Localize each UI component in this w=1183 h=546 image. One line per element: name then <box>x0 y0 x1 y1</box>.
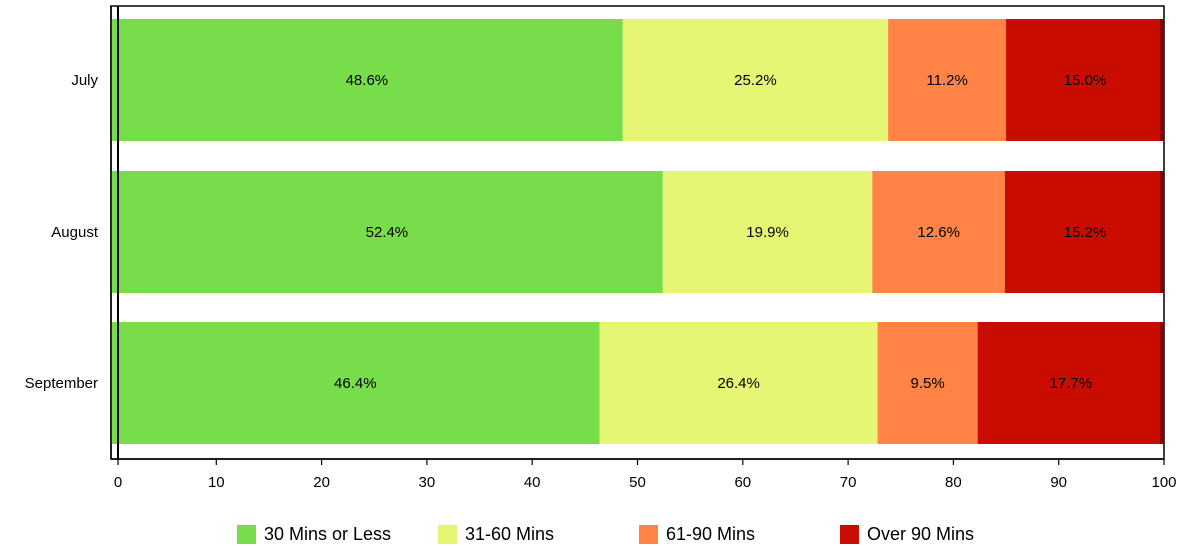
x-tick-label-100: 100 <box>1151 474 1176 491</box>
legend-label: Over 90 Mins <box>867 523 975 544</box>
legend-swatch <box>438 524 457 544</box>
data-label-july-1: 48.6% <box>346 72 389 89</box>
data-label-august-4: 15.2% <box>1064 224 1107 241</box>
x-tick-label-10: 10 <box>208 474 225 491</box>
x-tick-label-80: 80 <box>945 474 962 491</box>
bar-end-edge-september <box>1160 322 1164 444</box>
data-label-september-1: 46.4% <box>334 375 377 392</box>
bar-segment-july-2 <box>622 19 889 141</box>
data-label-july-4: 15.0% <box>1064 72 1107 89</box>
category-label-september: September <box>25 375 98 392</box>
bar-segment-august-2 <box>662 171 873 293</box>
x-tick-label-50: 50 <box>629 474 646 491</box>
bar-segment-july-1 <box>111 19 623 141</box>
legend-swatch <box>639 524 658 544</box>
legend: 30 Mins or Less 31-60 Mins 61-90 Mins Over … <box>0 520 1183 546</box>
x-tick-label-90: 90 <box>1050 474 1067 491</box>
data-label-august-3: 12.6% <box>917 224 960 241</box>
data-label-august-2: 19.9% <box>746 224 789 241</box>
category-label-august: August <box>51 224 99 241</box>
x-tick-label-60: 60 <box>734 474 751 491</box>
bar-segment-september-2 <box>599 322 878 444</box>
legend-label: 30 Mins or Less <box>264 523 392 544</box>
bar-segment-august-3 <box>872 171 1005 293</box>
bar-segment-september-3 <box>877 322 978 444</box>
bar-segment-august-4 <box>1004 171 1164 293</box>
bar-segment-july-3 <box>888 19 1007 141</box>
legend-item-4: Over 90 Mins <box>840 524 974 544</box>
legend-item-3: 61-90 Mins <box>639 524 755 544</box>
x-tick-label-20: 20 <box>313 474 330 491</box>
bar-segment-september-1 <box>111 322 600 444</box>
stacked-bar-chart: 48.6% 25.2% 11.2% 15.0% 52.4% 19.9% 12.6% 15.2%… <box>25 5 1177 491</box>
data-label-september-4: 17.7% <box>1050 375 1093 392</box>
data-label-july-3: 11.2% <box>926 72 967 89</box>
legend-swatch <box>840 524 859 544</box>
x-tick-label-0: 0 <box>114 474 122 491</box>
legend-label: 31-60 Mins <box>465 523 555 544</box>
x-tick-label-70: 70 <box>840 474 857 491</box>
data-label-september-2: 26.4% <box>717 375 760 392</box>
data-label-august-1: 52.4% <box>366 224 409 241</box>
data-label-september-3: 9.5% <box>910 375 944 392</box>
category-label-july: July <box>71 72 98 89</box>
legend-item-1: 30 Mins or Less <box>237 524 391 544</box>
bar-end-edge-august <box>1160 171 1164 293</box>
bar-segment-july-4 <box>1006 19 1164 141</box>
bar-segment-august-1 <box>111 171 663 293</box>
legend-item-2: 31-60 Mins <box>438 524 554 544</box>
legend-swatch <box>237 524 256 544</box>
data-label-july-2: 25.2% <box>734 72 777 89</box>
bar-segment-september-4 <box>977 322 1164 444</box>
x-tick-label-40: 40 <box>524 474 541 491</box>
bar-end-edge-july <box>1160 19 1164 141</box>
legend-label: 61-90 Mins <box>666 523 756 544</box>
x-tick-label-30: 30 <box>419 474 436 491</box>
